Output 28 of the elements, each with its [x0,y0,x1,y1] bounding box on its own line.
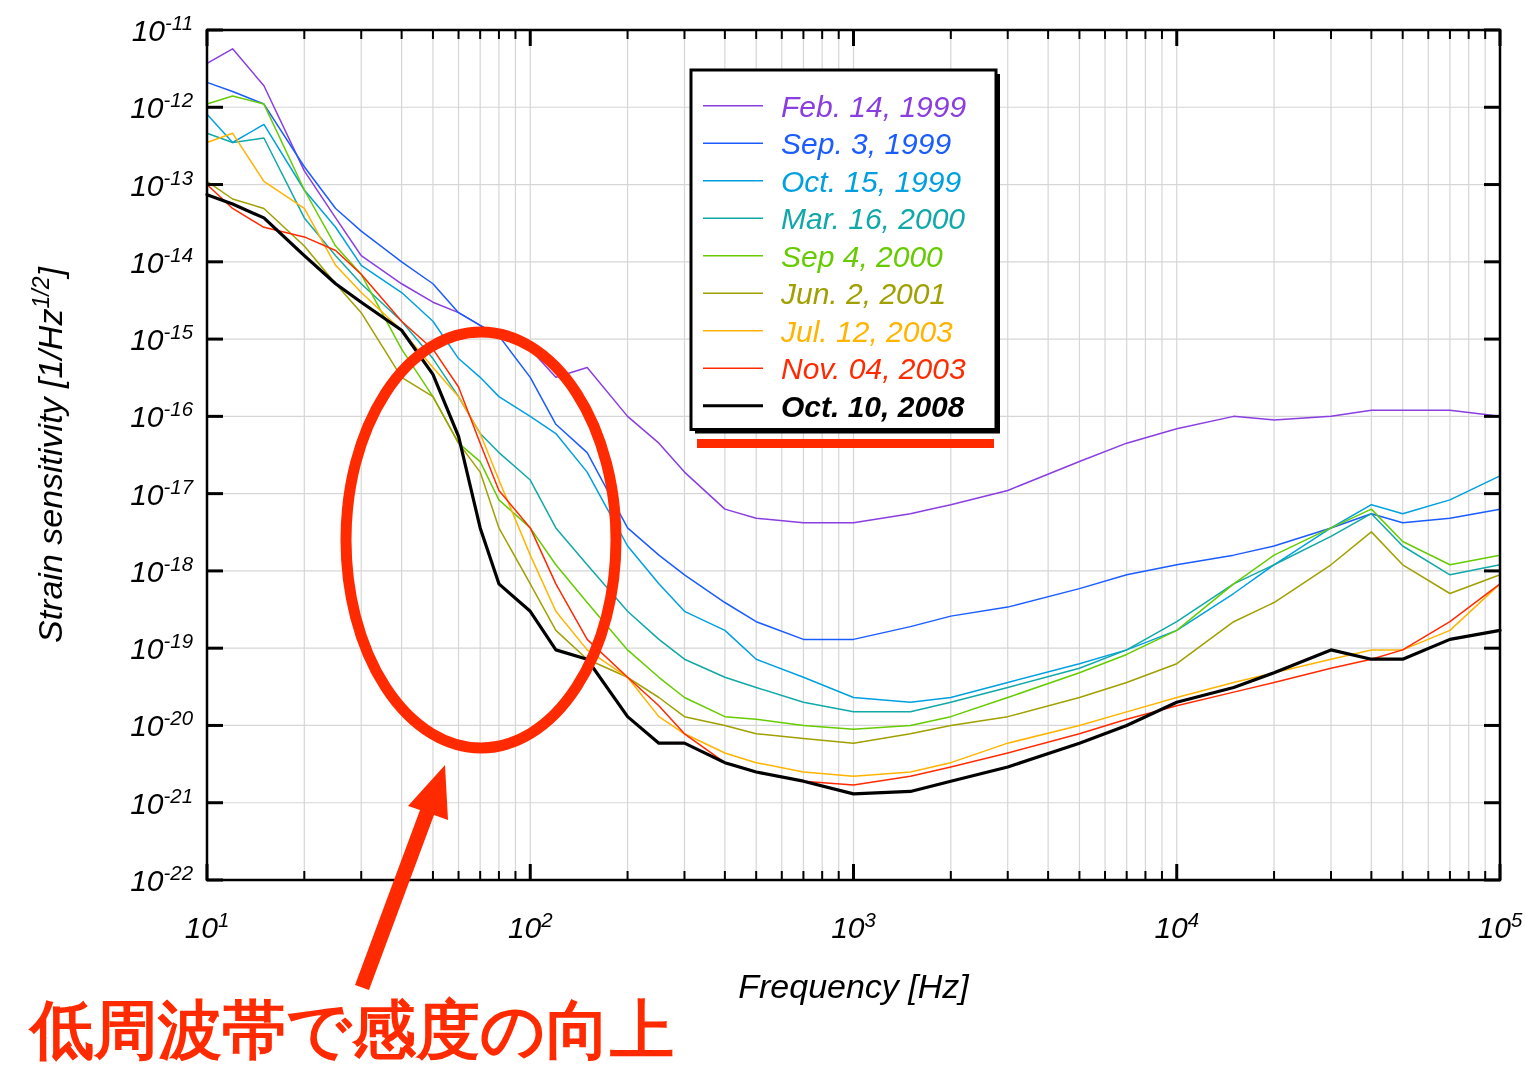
legend-label: Mar. 16, 2000 [781,202,966,236]
x-tick-label: 10$^{1}$ [184,909,230,944]
legend-label: Nov. 04, 2003 [781,352,966,386]
y-tick-label: 10$^{-17}$ [130,475,194,511]
legend-label: Oct. 15, 1999 [781,164,962,198]
x-axis-title: Frequency [Hz] [738,967,971,1005]
legend-label: Sep. 3, 1999 [781,127,952,161]
y-tick-label: 10$^{-13}$ [130,166,194,202]
y-tick-label: 10$^{-21}$ [130,784,193,820]
y-tick-label: 10$^{-18}$ [130,552,194,588]
legend-label: Jul. 12, 2003 [780,314,954,348]
y-tick-label: 10$^{-16}$ [130,398,194,434]
y-tick-label: 10$^{-20}$ [130,707,194,743]
y-tick-label: 10$^{-14}$ [130,243,193,279]
y-tick-label: 10$^{-11}$ [131,12,193,47]
legend-label: Sep 4, 2000 [781,239,944,273]
text: 低周波帯で感度の向上 [28,994,674,1066]
y-tick-label: 10$^{-12}$ [130,89,194,125]
legend-label: Feb. 14, 1999 [781,89,967,123]
y-tick-label: 10$^{-19}$ [130,630,193,666]
legend-label: Oct. 10, 2008 [781,389,965,423]
x-tick-label: 10$^{3}$ [831,909,877,944]
legend-label: Jun. 2, 2001 [780,277,947,311]
y-tick-label: 10$^{-22}$ [130,862,194,897]
y-tick-label: 10$^{-15}$ [130,321,194,357]
x-tick-label: 10$^{4}$ [1154,909,1200,944]
x-tick-label: 10$^{5}$ [1477,909,1524,944]
x-tick-label: 10$^{2}$ [507,909,554,944]
